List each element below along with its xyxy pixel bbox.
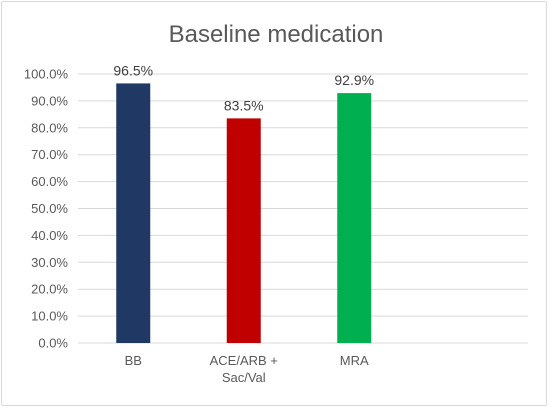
data-labels: 96.5% 83.5% 92.9% [113, 62, 374, 113]
bar [226, 118, 261, 343]
bar [337, 93, 372, 343]
category-label: MRA [340, 353, 369, 368]
y-tick-label: 100.0% [24, 67, 69, 82]
bar [116, 83, 151, 343]
y-tick-label: 0.0% [38, 336, 68, 351]
chart-frame: Baseline medication 0.0% 10.0% 20.0% 30.0% 4… [1, 1, 547, 406]
y-tick-label: 40.0% [31, 228, 68, 243]
data-label: 83.5% [224, 97, 264, 113]
bars [116, 83, 372, 343]
y-tick-label: 90.0% [31, 93, 68, 108]
bar-chart: Baseline medication 0.0% 10.0% 20.0% 30.0% 4… [24, 21, 528, 385]
chart-title: Baseline medication [169, 21, 384, 48]
y-tick-label: 30.0% [31, 255, 68, 270]
x-axis-category-labels: BB ACE/ARB + Sac/Val MRA [125, 353, 369, 385]
data-label: 96.5% [113, 62, 153, 78]
y-tick-label: 80.0% [31, 120, 68, 135]
y-axis-tick-labels: 0.0% 10.0% 20.0% 30.0% 40.0% 50.0% 60.0% 70.0% 8… [24, 67, 69, 351]
gridlines [78, 73, 528, 344]
y-tick-label: 60.0% [31, 174, 68, 189]
category-label: BB [125, 353, 142, 368]
category-label: ACE/ARB + Sac/Val [210, 353, 278, 385]
data-label: 92.9% [334, 72, 374, 88]
y-tick-label: 10.0% [31, 309, 68, 324]
y-tick-label: 20.0% [31, 282, 68, 297]
y-tick-label: 70.0% [31, 147, 68, 162]
y-tick-label: 50.0% [31, 201, 68, 216]
